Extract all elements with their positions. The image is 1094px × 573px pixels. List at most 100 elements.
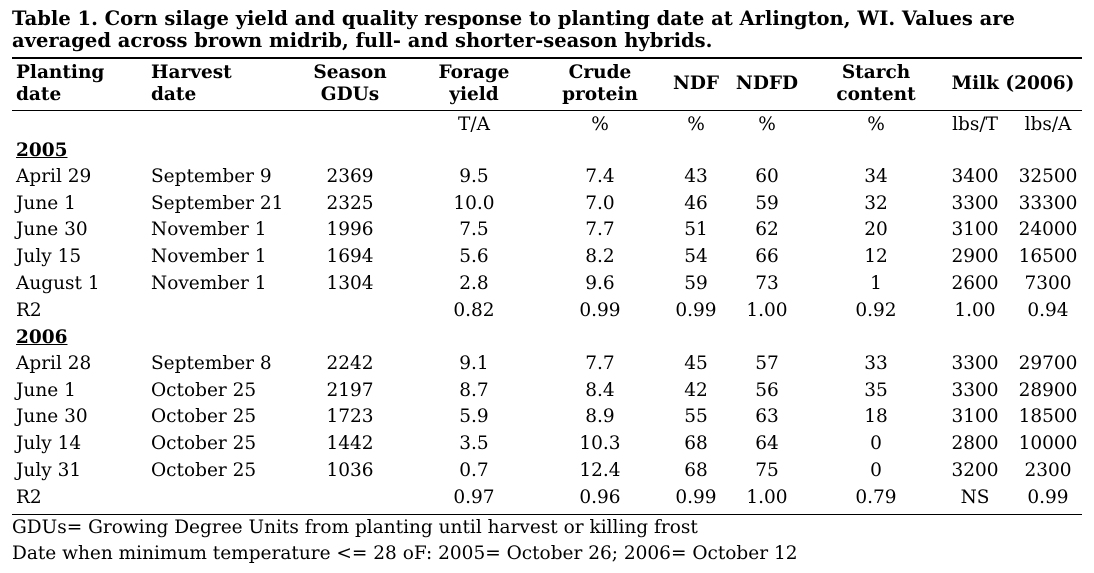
cell-planting-date: July 15: [16, 246, 82, 268]
cell-ndf: 46: [684, 192, 708, 214]
header-starch-2: content: [836, 84, 916, 105]
cell-milk-lbs-t: 3100: [951, 406, 999, 428]
cell-ndfd: 56: [755, 379, 779, 401]
cell-harvest-date: October 25: [151, 379, 257, 401]
cell-milk-lbs-a: 32500: [1018, 166, 1078, 187]
cell-season-gdus: 1304: [326, 272, 374, 294]
cell-planting-date: R2: [16, 486, 42, 508]
cell-ndfd: 75: [755, 459, 779, 481]
cell-harvest-date: October 25: [151, 406, 257, 428]
cell-season-gdus: 2325: [326, 192, 374, 214]
cell-milk-lbs-t: 3300: [951, 379, 999, 401]
cell-milk-lbs-t: 2600: [951, 272, 999, 294]
cell-season-gdus: 1442: [326, 433, 374, 455]
header-planting-2: date: [16, 84, 62, 105]
cell-planting-date: April 28: [16, 353, 92, 374]
unit-ndfd: %: [758, 114, 776, 135]
cell-planting-date: July 14: [16, 433, 82, 455]
cell-starch-content: 0: [870, 433, 882, 455]
cell-starch-content: 18: [864, 406, 888, 428]
cell-crude-protein: 0.96: [579, 486, 621, 508]
cell-planting-date: R2: [16, 299, 42, 321]
cell-forage-yield: 10.0: [453, 192, 495, 214]
header-ndf: NDF: [672, 73, 720, 94]
cell-harvest-date: November 1: [151, 246, 267, 268]
cell-ndf: 55: [684, 406, 708, 428]
cell-ndfd: 66: [755, 246, 779, 268]
table-title: Table 1. Corn silage yield and quality r…: [12, 7, 1015, 52]
cell-milk-lbs-t: 3300: [951, 192, 999, 214]
cell-ndf: 68: [684, 459, 708, 481]
header-gdus-2: GDUs: [320, 84, 380, 105]
cell-milk-lbs-a: 16500: [1018, 246, 1078, 268]
cell-forage-yield: 5.6: [459, 246, 489, 268]
cell-planting-date: June 1: [16, 379, 76, 401]
cell-starch-content: 12: [864, 246, 888, 268]
cell-season-gdus: 1723: [326, 406, 374, 428]
unit-forage: T/A: [458, 114, 490, 135]
cell-milk-lbs-a: 10000: [1018, 433, 1078, 455]
cell-planting-date: June 30: [16, 406, 88, 428]
header-planting-1: Planting: [16, 62, 105, 83]
cell-ndfd: 1.00: [746, 486, 788, 508]
cell-starch-content: 34: [864, 166, 888, 187]
cell-crude-protein: 8.2: [585, 246, 615, 268]
cell-forage-yield: 8.7: [459, 379, 489, 401]
cell-forage-yield: 9.1: [459, 353, 489, 374]
cell-ndfd: 73: [755, 272, 779, 294]
footnote-gdus: GDUs= Growing Degree Units from planting…: [12, 517, 698, 538]
cell-starch-content: 33: [864, 353, 888, 374]
cell-ndf: 51: [684, 219, 708, 241]
cell-crude-protein: 0.99: [579, 299, 621, 321]
cell-milk-lbs-a: 7300: [1024, 272, 1072, 294]
cell-harvest-date: October 25: [151, 459, 257, 481]
cell-milk-lbs-t: 3300: [951, 353, 999, 374]
cell-planting-date: June 1: [16, 192, 76, 214]
top-rule: [12, 57, 1082, 59]
header-forage-1: Forage: [438, 62, 510, 83]
cell-ndfd: 62: [755, 219, 779, 241]
cell-harvest-date: September 9: [151, 166, 272, 187]
header-milk: Milk (2006): [951, 73, 1075, 94]
cell-forage-yield: 0.7: [459, 459, 489, 481]
cell-ndf: 0.99: [675, 486, 717, 508]
cell-harvest-date: November 1: [151, 272, 267, 294]
cell-forage-yield: 0.97: [453, 486, 495, 508]
cell-milk-lbs-t: 2800: [951, 433, 999, 455]
cell-season-gdus: 2197: [326, 379, 374, 401]
cell-ndfd: 57: [755, 353, 779, 374]
cell-forage-yield: 0.82: [453, 299, 495, 321]
cell-milk-lbs-t: 3200: [951, 459, 999, 481]
cell-season-gdus: 1694: [326, 246, 374, 268]
cell-milk-lbs-a: 24000: [1018, 219, 1078, 241]
header-starch-1: Starch: [841, 62, 911, 83]
cell-ndf: 43: [684, 166, 708, 187]
cell-forage-yield: 7.5: [459, 219, 489, 241]
header-rule: [12, 110, 1082, 111]
cell-milk-lbs-t: 1.00: [954, 299, 996, 321]
cell-starch-content: 0.92: [855, 299, 897, 321]
cell-season-gdus: 1036: [326, 459, 374, 481]
cell-starch-content: 1: [870, 272, 882, 294]
header-protein-1: Crude: [568, 62, 632, 83]
cell-harvest-date: November 1: [151, 219, 267, 241]
cell-harvest-date: October 25: [151, 433, 257, 455]
cell-planting-date: April 29: [16, 166, 92, 187]
cell-ndfd: 63: [755, 406, 779, 428]
cell-ndf: 42: [684, 379, 708, 401]
year-label-2006: 2006: [16, 327, 68, 348]
cell-season-gdus: 1996: [326, 219, 374, 241]
cell-crude-protein: 9.6: [585, 272, 615, 294]
cell-crude-protein: 8.4: [585, 379, 615, 401]
cell-starch-content: 0.79: [855, 486, 897, 508]
cell-ndf: 0.99: [675, 299, 717, 321]
header-harvest-1: Harvest: [151, 62, 232, 83]
cell-ndfd: 64: [755, 433, 779, 455]
cell-ndf: 59: [684, 272, 708, 294]
bottom-rule: [12, 514, 1082, 515]
header-harvest-2: date: [151, 84, 197, 105]
cell-ndfd: 59: [755, 192, 779, 214]
unit-milk-a: lbs/A: [1024, 114, 1072, 135]
cell-milk-lbs-t: 3100: [951, 219, 999, 241]
